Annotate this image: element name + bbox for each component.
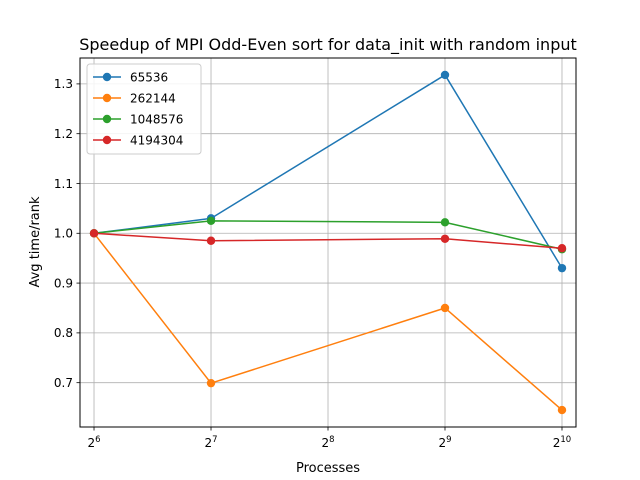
data-point bbox=[440, 70, 450, 80]
series-group bbox=[89, 70, 567, 415]
x-tick-base: 2 bbox=[87, 436, 95, 450]
data-point bbox=[557, 263, 567, 273]
series-line bbox=[93, 220, 563, 250]
y-tick-label: 0.9 bbox=[54, 276, 73, 290]
x-tick-label: 26 bbox=[87, 435, 100, 450]
x-tick-label: 210 bbox=[553, 435, 571, 450]
x-tick-exponent: 10 bbox=[560, 435, 571, 445]
series-line bbox=[93, 232, 563, 411]
legend-item: 65536 bbox=[93, 70, 168, 84]
legend-item: 1048576 bbox=[93, 112, 183, 126]
series-line bbox=[93, 74, 563, 269]
data-point bbox=[206, 378, 216, 388]
x-tick-exponent: 7 bbox=[212, 435, 217, 445]
legend-label: 4194304 bbox=[130, 133, 183, 147]
legend-item: 4194304 bbox=[93, 133, 183, 147]
legend-label: 1048576 bbox=[130, 112, 183, 126]
legend-item: 262144 bbox=[93, 91, 176, 105]
x-tick-exponent: 6 bbox=[95, 435, 100, 445]
y-tick-label: 1.1 bbox=[54, 177, 73, 191]
legend-marker bbox=[102, 114, 112, 124]
legend-marker bbox=[102, 93, 112, 103]
x-tick-label: 29 bbox=[438, 435, 451, 450]
legend-box bbox=[86, 63, 202, 155]
legend-label: 65536 bbox=[130, 70, 168, 84]
data-point bbox=[206, 216, 216, 226]
x-tick-exponent: 9 bbox=[446, 435, 451, 445]
data-point bbox=[440, 218, 450, 227]
x-tick-base: 2 bbox=[321, 436, 329, 450]
legend-marker bbox=[102, 72, 112, 82]
x-tick-label: 27 bbox=[204, 435, 217, 450]
y-tick-label: 0.8 bbox=[54, 326, 73, 340]
series-4194304 bbox=[89, 229, 567, 253]
legend-marker bbox=[102, 135, 112, 145]
y-axis-title: Avg time/rank bbox=[28, 196, 43, 288]
data-point bbox=[557, 405, 567, 415]
x-tick-base: 2 bbox=[204, 436, 212, 450]
y-tick-label: 1.3 bbox=[54, 77, 73, 91]
x-tick-base: 2 bbox=[438, 436, 446, 450]
y-tick-label: 0.7 bbox=[54, 376, 73, 390]
legend: 65536 262144 1048576 4194304 bbox=[86, 63, 202, 155]
data-point bbox=[440, 234, 450, 243]
data-point bbox=[557, 244, 567, 253]
data-point bbox=[440, 303, 450, 313]
y-tick-label: 1.0 bbox=[54, 227, 73, 241]
x-axis-title: Processes bbox=[296, 461, 360, 476]
x-tick-exponent: 8 bbox=[329, 435, 334, 445]
data-point bbox=[206, 236, 216, 245]
chart-title: Speedup of MPI Odd-Even sort for data_in… bbox=[79, 35, 577, 55]
x-tick-base: 2 bbox=[553, 436, 561, 450]
y-tick-label: 1.2 bbox=[54, 127, 73, 141]
series-line bbox=[93, 232, 563, 249]
data-point bbox=[89, 229, 99, 238]
x-tick-label: 28 bbox=[321, 435, 334, 450]
legend-label: 262144 bbox=[130, 91, 176, 105]
